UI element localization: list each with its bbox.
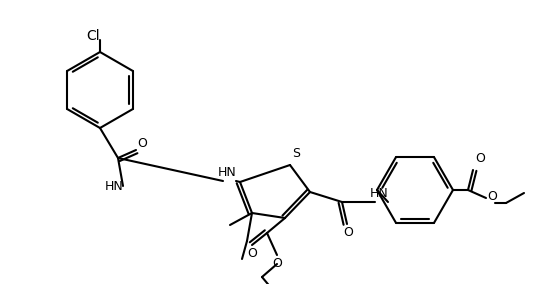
Text: Cl: Cl xyxy=(86,29,100,43)
Text: O: O xyxy=(475,152,485,165)
Text: O: O xyxy=(137,137,147,150)
Text: HN: HN xyxy=(218,166,237,179)
Text: O: O xyxy=(487,190,497,203)
Text: S: S xyxy=(292,147,300,160)
Text: O: O xyxy=(272,257,282,270)
Text: HN: HN xyxy=(105,180,124,193)
Text: O: O xyxy=(247,247,257,260)
Text: O: O xyxy=(343,226,353,239)
Text: HN: HN xyxy=(370,187,389,200)
